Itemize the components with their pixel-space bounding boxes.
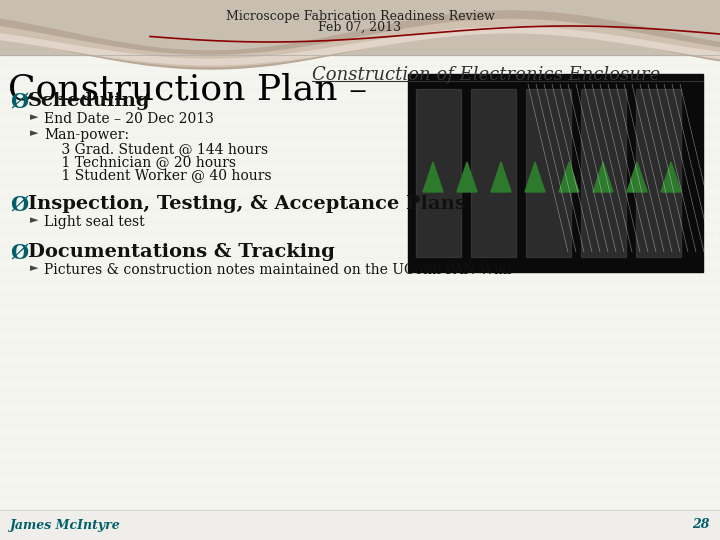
Bar <box>526 89 571 257</box>
Bar <box>636 89 681 257</box>
Polygon shape <box>457 162 477 192</box>
Text: James McIntyre: James McIntyre <box>10 518 121 531</box>
Bar <box>0 510 720 540</box>
Text: ►: ► <box>30 263 38 273</box>
Polygon shape <box>423 162 443 192</box>
Text: Light seal test: Light seal test <box>44 215 145 229</box>
Bar <box>416 89 461 257</box>
Text: Inspection, Testing, & Acceptance Plans: Inspection, Testing, & Acceptance Plans <box>28 195 466 213</box>
Bar <box>0 0 720 55</box>
Text: Scheduling: Scheduling <box>28 92 150 110</box>
Text: Microscope Fabrication Readiness Review: Microscope Fabrication Readiness Review <box>225 10 495 23</box>
Text: Pictures & construction notes maintained on the UConn PAN Wiki: Pictures & construction notes maintained… <box>44 263 511 277</box>
Text: Ø: Ø <box>10 243 28 263</box>
Polygon shape <box>661 162 681 192</box>
Polygon shape <box>593 162 613 192</box>
Text: ►: ► <box>30 128 38 138</box>
Text: 3 Grad. Student @ 144 hours: 3 Grad. Student @ 144 hours <box>44 142 268 156</box>
Text: End Date – 20 Dec 2013: End Date – 20 Dec 2013 <box>44 112 214 126</box>
Bar <box>408 74 703 272</box>
Text: Documentations & Tracking: Documentations & Tracking <box>28 243 335 261</box>
Text: 1 Student Worker @ 40 hours: 1 Student Worker @ 40 hours <box>44 168 271 182</box>
Text: Man-power:: Man-power: <box>44 128 129 142</box>
Text: 28: 28 <box>693 518 710 531</box>
Polygon shape <box>491 162 511 192</box>
Bar <box>471 89 516 257</box>
Text: Construction Plan –: Construction Plan – <box>8 72 367 106</box>
Text: ►: ► <box>30 215 38 225</box>
Text: 1 Technician @ 20 hours: 1 Technician @ 20 hours <box>44 155 236 169</box>
Text: Construction of Electronics Enclosure: Construction of Electronics Enclosure <box>312 66 660 84</box>
Polygon shape <box>627 162 647 192</box>
Bar <box>581 89 626 257</box>
Text: Feb 07, 2013: Feb 07, 2013 <box>318 21 402 34</box>
Polygon shape <box>559 162 579 192</box>
Text: Ø: Ø <box>10 92 28 112</box>
Text: Ø: Ø <box>10 195 28 215</box>
Text: ►: ► <box>30 112 38 122</box>
Polygon shape <box>525 162 545 192</box>
